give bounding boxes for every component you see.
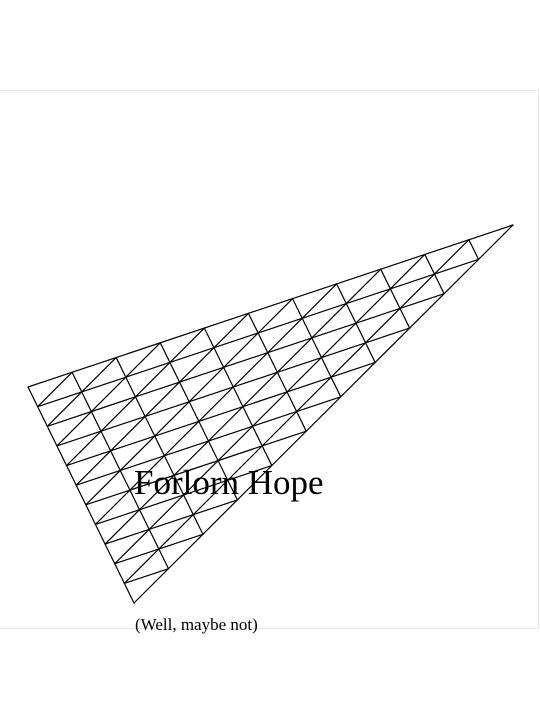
figure-title: Forlorn Hope <box>134 463 324 502</box>
mesh-column-line <box>291 298 342 398</box>
mesh-diagonal-line <box>94 283 338 526</box>
figure-subtitle: (Well, maybe not) <box>135 615 258 634</box>
mesh-diagonal-line <box>85 298 294 506</box>
mesh-column-line <box>468 239 480 260</box>
mesh-diagonal-line <box>114 253 426 565</box>
mesh-diagonal-line <box>56 342 161 447</box>
mesh-column-line <box>115 356 204 535</box>
mesh-row-line <box>85 430 307 506</box>
mesh-row-line <box>104 499 238 545</box>
mesh-diagonal-line <box>133 224 514 604</box>
figure-frame <box>0 90 539 629</box>
mesh-column-line <box>203 327 273 467</box>
mesh-column-line <box>27 386 135 604</box>
mesh-row-line <box>65 361 376 467</box>
mesh-diagonal-line <box>46 356 117 427</box>
mesh-diagonal-line <box>37 371 73 408</box>
mesh-diagonal-line <box>123 239 470 584</box>
mesh-row-line <box>46 293 445 427</box>
mesh-row-line <box>27 224 514 388</box>
mesh-diagonal-line <box>75 312 250 486</box>
mesh-column-line <box>380 268 411 329</box>
mesh-row-line <box>123 568 170 584</box>
mesh-diagonal-line <box>104 268 382 545</box>
mesh-diagonal-line <box>65 327 205 467</box>
